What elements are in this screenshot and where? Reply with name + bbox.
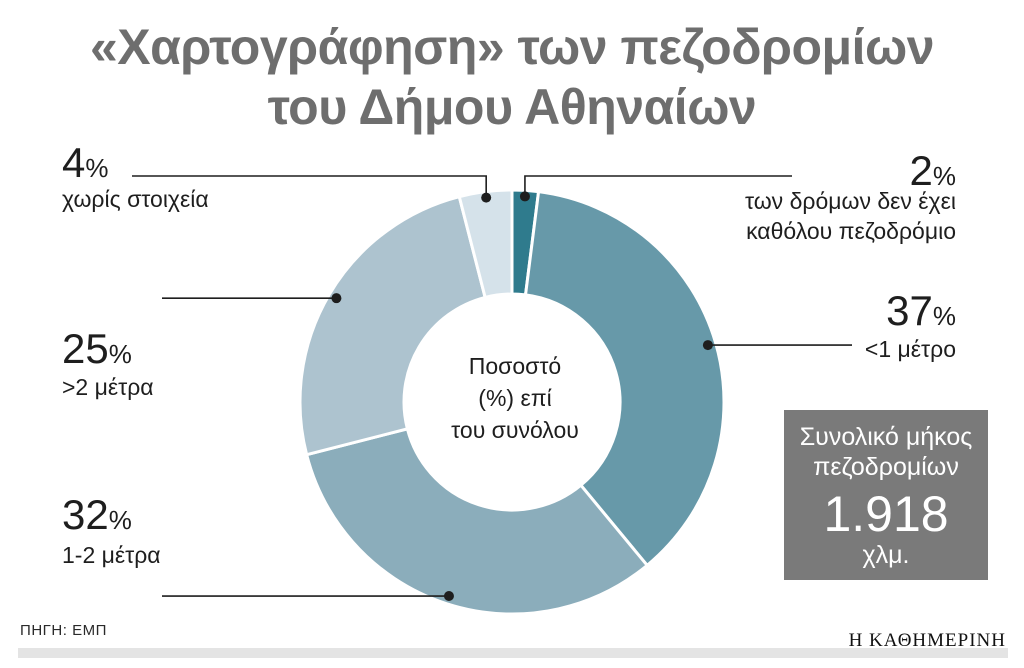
leader-line-0 [524, 175, 792, 197]
pct-label-3: 25% [62, 325, 132, 372]
donut-slice-3 [298, 194, 487, 457]
pct-label-4: 4% [62, 139, 109, 186]
pct-label-0: 2% [909, 147, 956, 194]
desc-label-3: >2 μέτρα [62, 374, 154, 400]
leader-dot-2 [443, 591, 454, 602]
leader-line-4 [132, 175, 487, 198]
bottom-divider [18, 648, 1008, 658]
total-line1: Συνολικό μήκος [799, 423, 973, 451]
desc-label-1: <1 μέτρο [864, 336, 956, 362]
chart-title-line1: «Χαρτογράφηση» των πεζοδρομίων [89, 19, 935, 75]
desc-label-0-line1: των δρόμων δεν έχει [744, 188, 956, 214]
pct-label-2: 32% [62, 491, 132, 538]
center-label-line1: Ποσοστό [468, 353, 562, 379]
brand-logo: Η ΚΑΘΗΜΕΡΙΝΗ [848, 630, 1006, 651]
total-value: 1.918 [823, 486, 949, 542]
center-label: Ποσοστό (%) επί του συνόλου [420, 350, 610, 446]
desc-label-0: των δρόμων δεν έχει καθόλου πεζοδρόμιο [640, 186, 956, 246]
desc-label-0-line2: καθόλου πεζοδρόμιο [746, 218, 956, 244]
desc-label-4: χωρίς στοιχεία [62, 186, 209, 212]
total-line2: πεζοδρομίων [813, 453, 959, 481]
chart-title-line2: του Δήμου Αθηναίων [267, 79, 757, 135]
center-label-line2: (%) επί [478, 385, 552, 411]
total-unit: χλμ. [862, 541, 910, 569]
center-label-line3: του συνόλου [451, 417, 579, 443]
leader-dot-3 [331, 293, 342, 304]
leader-dot-4 [481, 192, 492, 203]
donut-slice-4 [457, 188, 514, 300]
leader-dot-1 [702, 340, 713, 351]
pct-label-1: 37% [886, 287, 956, 334]
desc-label-2: 1-2 μέτρα [62, 542, 161, 568]
source-note: ΠΗΓΗ: ΕΜΠ [20, 622, 107, 639]
donut-slice-1 [523, 189, 726, 568]
donut-slice-2 [304, 427, 650, 616]
leader-dot-0 [519, 191, 530, 202]
total-length-box: Συνολικό μήκος πεζοδρομίων 1.918 χλμ. [784, 410, 988, 580]
